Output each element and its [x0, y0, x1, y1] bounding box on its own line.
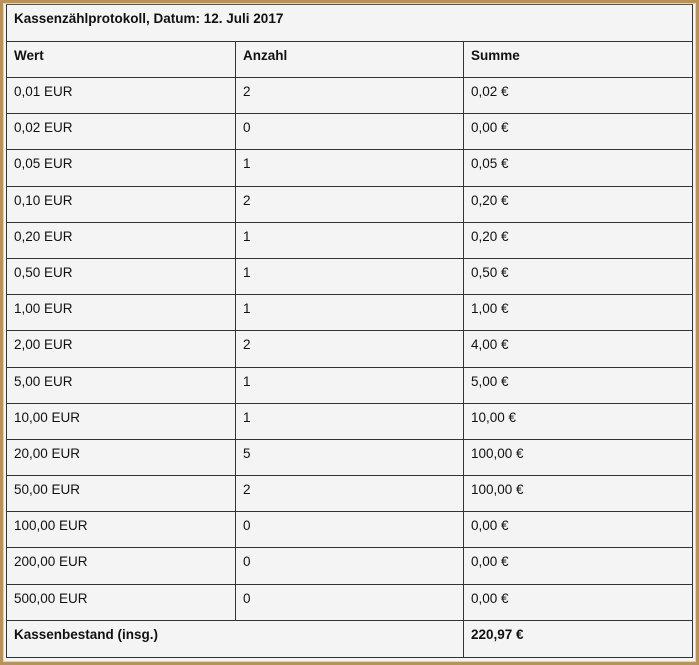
- cell-summe: 5,00 €: [463, 366, 693, 404]
- cell-summe: 0,20 €: [463, 221, 693, 259]
- cell-wert: 5,00 EUR: [6, 366, 236, 404]
- total-label: Kassenbestand (insg.): [6, 619, 464, 658]
- cell-summe: 0,00 €: [463, 113, 693, 151]
- cell-wert: 2,00 EUR: [6, 330, 236, 368]
- table-row: 0,01 EUR 2 0,02 €: [6, 76, 693, 115]
- table-row: 50,00 EUR 2 100,00 €: [6, 475, 693, 513]
- table-row: 0,20 EUR 1 0,20 €: [6, 221, 693, 259]
- cell-summe: 1,00 €: [463, 294, 693, 332]
- cell-wert: 1,00 EUR: [6, 294, 236, 332]
- cell-summe: 4,00 €: [463, 330, 693, 368]
- total-value: 220,97 €: [463, 619, 693, 658]
- cell-anzahl: 0: [235, 113, 464, 151]
- cell-anzahl: 2: [235, 330, 464, 368]
- cell-summe: 0,20 €: [463, 185, 693, 223]
- cell-wert: 0,02 EUR: [6, 113, 236, 151]
- header-row: Wert Anzahl Summe: [6, 41, 693, 78]
- cell-anzahl: 2: [235, 76, 464, 115]
- cell-wert: 500,00 EUR: [6, 583, 236, 621]
- cell-wert: 100,00 EUR: [6, 511, 236, 549]
- cell-summe: 0,05 €: [463, 149, 693, 187]
- cell-wert: 0,10 EUR: [6, 185, 236, 223]
- cell-summe: 100,00 €: [463, 475, 693, 513]
- table-row: 0,02 EUR 0 0,00 €: [6, 113, 693, 151]
- cell-wert: 0,20 EUR: [6, 221, 236, 259]
- title-row: Kassenzählprotokoll, Datum: 12. Juli 201…: [6, 4, 693, 42]
- cell-wert: 20,00 EUR: [6, 438, 236, 477]
- cell-anzahl: 1: [235, 149, 464, 187]
- table-row: 1,00 EUR 1 1,00 €: [6, 294, 693, 332]
- table-row: 0,05 EUR 1 0,05 €: [6, 149, 693, 187]
- cell-wert: 10,00 EUR: [6, 402, 236, 440]
- cell-summe: 0,00 €: [463, 547, 693, 585]
- cell-summe: 0,00 €: [463, 511, 693, 549]
- cell-wert: 50,00 EUR: [6, 475, 236, 513]
- cell-anzahl: 0: [235, 511, 464, 549]
- cell-anzahl: 1: [235, 221, 464, 259]
- table-row: 200,00 EUR 0 0,00 €: [6, 547, 693, 585]
- cell-wert: 200,00 EUR: [6, 547, 236, 585]
- header-wert: Wert: [6, 41, 236, 78]
- cell-anzahl: 1: [235, 257, 464, 296]
- cell-wert: 0,01 EUR: [6, 76, 236, 115]
- cell-wert: 0,05 EUR: [6, 149, 236, 187]
- table-row: 5,00 EUR 1 5,00 €: [6, 366, 693, 404]
- header-anzahl: Anzahl: [235, 41, 464, 78]
- cell-anzahl: 0: [235, 583, 464, 621]
- cash-count-table: Kassenzählprotokoll, Datum: 12. Juli 201…: [6, 4, 693, 658]
- cell-anzahl: 2: [235, 475, 464, 513]
- cell-anzahl: 5: [235, 438, 464, 477]
- cell-anzahl: 1: [235, 366, 464, 404]
- table-row: 0,50 EUR 1 0,50 €: [6, 257, 693, 296]
- cell-anzahl: 2: [235, 185, 464, 223]
- cell-summe: 0,50 €: [463, 257, 693, 296]
- table-row: 500,00 EUR 0 0,00 €: [6, 583, 693, 621]
- table-row: 20,00 EUR 5 100,00 €: [6, 438, 693, 477]
- cell-summe: 10,00 €: [463, 402, 693, 440]
- cell-summe: 0,02 €: [463, 76, 693, 115]
- total-row: Kassenbestand (insg.) 220,97 €: [6, 619, 693, 658]
- table-row: 0,10 EUR 2 0,20 €: [6, 185, 693, 223]
- cell-anzahl: 1: [235, 294, 464, 332]
- cell-anzahl: 0: [235, 547, 464, 585]
- cell-wert: 0,50 EUR: [6, 257, 236, 296]
- table-title: Kassenzählprotokoll, Datum: 12. Juli 201…: [6, 4, 693, 42]
- table-row: 10,00 EUR 1 10,00 €: [6, 402, 693, 440]
- cell-anzahl: 1: [235, 402, 464, 440]
- table-row: 100,00 EUR 0 0,00 €: [6, 511, 693, 549]
- cell-summe: 100,00 €: [463, 438, 693, 477]
- header-summe: Summe: [463, 41, 693, 78]
- table-row: 2,00 EUR 2 4,00 €: [6, 330, 693, 368]
- cell-summe: 0,00 €: [463, 583, 693, 621]
